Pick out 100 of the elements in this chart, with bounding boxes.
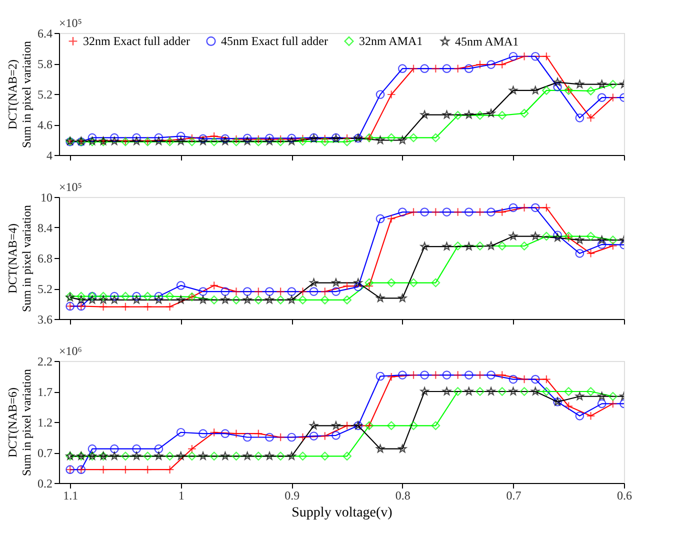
- point: [409, 278, 418, 288]
- point: [188, 452, 196, 461]
- point: [476, 242, 484, 250]
- point: [476, 387, 484, 396]
- point: [265, 452, 274, 460]
- point: [464, 110, 474, 119]
- point: [132, 444, 141, 454]
- point: [608, 241, 618, 250]
- point: [210, 137, 219, 146]
- point: [176, 136, 186, 145]
- point: [542, 52, 551, 61]
- point: [420, 110, 429, 119]
- point: [376, 136, 385, 144]
- point: [198, 134, 208, 144]
- x-tick-label: 0.8: [395, 488, 410, 502]
- point: [442, 110, 451, 119]
- point: [165, 452, 174, 461]
- point: [132, 292, 141, 301]
- point: [409, 370, 418, 380]
- point: [575, 80, 584, 88]
- point: [464, 208, 474, 216]
- point: [542, 203, 551, 212]
- point: [520, 387, 529, 396]
- point: [508, 52, 518, 61]
- point: [431, 133, 440, 142]
- point: [531, 86, 540, 94]
- x-tick-label: 1: [178, 488, 184, 502]
- point: [287, 136, 296, 145]
- point: [265, 136, 274, 145]
- point: [398, 64, 407, 73]
- point: [420, 387, 429, 396]
- point: [486, 387, 496, 396]
- point: [575, 392, 584, 400]
- point: [265, 134, 274, 143]
- point: [464, 242, 474, 250]
- point: [165, 292, 174, 301]
- point: [165, 302, 174, 312]
- point: [376, 444, 385, 453]
- y-tick-label: 8.4: [38, 221, 52, 235]
- point: [198, 287, 208, 296]
- point: [332, 431, 340, 440]
- point: [476, 110, 484, 120]
- point: [242, 432, 252, 442]
- point: [210, 428, 219, 437]
- point: [531, 232, 540, 240]
- point: [553, 82, 562, 92]
- point: [508, 232, 518, 240]
- point: [254, 287, 263, 296]
- x-tick-label: 1.1: [63, 488, 78, 502]
- point: [198, 136, 208, 145]
- y-tick-label: 4.6: [38, 118, 52, 132]
- point: [254, 429, 263, 438]
- point: [342, 296, 352, 304]
- point: [575, 113, 584, 122]
- point: [508, 387, 518, 396]
- y-tick-label: 6.8: [38, 252, 52, 266]
- point: [486, 60, 496, 69]
- point: [320, 432, 330, 440]
- point: [575, 411, 584, 420]
- y-tick-label: 6.4: [38, 26, 52, 40]
- point: [220, 134, 230, 144]
- point: [210, 452, 219, 461]
- y-tick-label: 2.2: [38, 354, 52, 368]
- point: [431, 370, 440, 380]
- point: [498, 208, 507, 216]
- point: [220, 429, 230, 438]
- point: [386, 372, 396, 382]
- point: [188, 134, 196, 143]
- point: [420, 370, 430, 380]
- x-tick-label: 0.7: [506, 488, 522, 502]
- point: [575, 236, 584, 244]
- point: [464, 387, 474, 396]
- point: [542, 86, 551, 95]
- x-tick-label: 0.9: [284, 488, 300, 502]
- point: [210, 281, 219, 290]
- point: [520, 108, 529, 118]
- point: [265, 296, 274, 304]
- point: [88, 296, 96, 304]
- point: [520, 242, 529, 250]
- point: [376, 214, 385, 224]
- point: [386, 133, 396, 142]
- point: [431, 64, 440, 74]
- point: [453, 370, 462, 380]
- point: [486, 208, 496, 216]
- point: [242, 287, 252, 296]
- point: [575, 249, 584, 258]
- point: [376, 294, 385, 302]
- y-tick-label: 0.7: [38, 446, 52, 460]
- point: [176, 428, 186, 437]
- point: [420, 64, 430, 73]
- point: [143, 292, 152, 301]
- point: [243, 296, 252, 304]
- point: [176, 132, 186, 141]
- point: [332, 287, 340, 296]
- point: [342, 137, 352, 146]
- point: [498, 242, 507, 250]
- point: [298, 452, 308, 461]
- point: [310, 278, 318, 286]
- point: [453, 64, 462, 74]
- point: [354, 282, 363, 292]
